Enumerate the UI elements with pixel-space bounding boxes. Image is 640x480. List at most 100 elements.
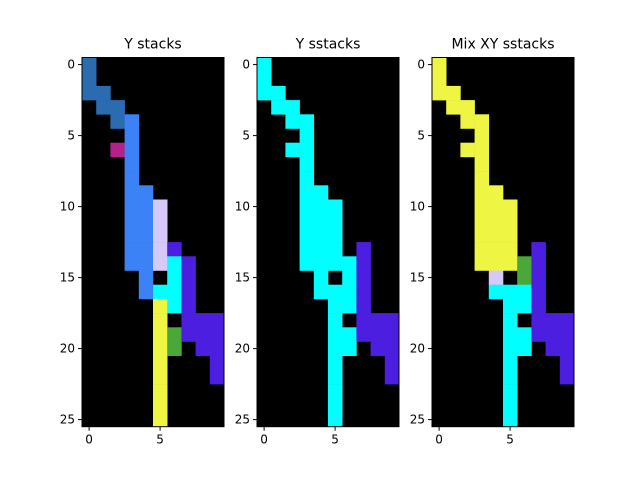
heatmap-cell bbox=[124, 185, 140, 200]
heatmap-cell bbox=[153, 213, 168, 229]
heatmap-cell bbox=[432, 85, 447, 101]
heatmap-cell bbox=[153, 355, 168, 371]
heatmap-cell bbox=[124, 171, 140, 186]
heatmap-cell bbox=[517, 284, 532, 300]
heatmap-cell bbox=[531, 298, 546, 314]
heatmap-cell bbox=[503, 384, 518, 399]
heatmap-cell bbox=[124, 142, 140, 158]
heatmap-cell bbox=[460, 142, 475, 158]
heatmap-cell bbox=[138, 213, 154, 229]
heatmap-cell bbox=[110, 100, 125, 115]
heatmap-cell bbox=[356, 327, 371, 342]
heatmap-cell bbox=[503, 327, 518, 342]
heatmap-cell bbox=[503, 242, 518, 257]
heatmap-cell bbox=[517, 298, 532, 314]
heatmap-cell bbox=[503, 284, 518, 300]
heatmap-cell bbox=[313, 284, 329, 300]
y-tick-label: 20 bbox=[60, 342, 75, 356]
y-tick-label: 5 bbox=[417, 129, 425, 143]
heatmap-cell bbox=[153, 412, 168, 427]
heatmap-cell bbox=[285, 100, 300, 115]
heatmap-cell bbox=[82, 71, 97, 87]
heatmap-cell bbox=[82, 85, 97, 101]
heatmap-cell bbox=[531, 313, 546, 328]
panel-3: Mix XY sstacks 0 5 0 5 10 15 20 25 bbox=[410, 37, 575, 447]
heatmap-cell bbox=[531, 242, 546, 257]
heatmap-cell bbox=[559, 369, 575, 385]
y-tick-label: 0 bbox=[67, 58, 75, 72]
heatmap-cell bbox=[153, 313, 168, 328]
heatmap-cell bbox=[328, 256, 343, 271]
y-tick-label: 0 bbox=[242, 58, 250, 72]
heatmap-cell bbox=[474, 199, 490, 214]
heatmap-cell bbox=[257, 71, 272, 87]
heatmap-cell bbox=[138, 284, 154, 300]
heatmap-cell bbox=[503, 298, 518, 314]
x-tick-label: 0 bbox=[435, 433, 443, 447]
heatmap-cell bbox=[209, 341, 225, 356]
y-tick-label: 0 bbox=[417, 58, 425, 72]
heatmap-cell bbox=[124, 256, 140, 271]
x-tick-label: 5 bbox=[506, 433, 514, 447]
heatmap-cell bbox=[299, 171, 315, 186]
heatmap-cell bbox=[124, 128, 140, 143]
heatmap-cell bbox=[313, 227, 329, 243]
heatmap-cell bbox=[313, 185, 329, 200]
heatmap-cell bbox=[124, 114, 140, 129]
heatmap-cell bbox=[299, 185, 315, 200]
heatmap-cell bbox=[138, 270, 154, 285]
heatmap-cell bbox=[313, 213, 329, 229]
heatmap-cell bbox=[138, 185, 154, 200]
heatmap-cell bbox=[328, 242, 343, 257]
heatmap-cell bbox=[328, 412, 343, 427]
heatmap-cell bbox=[153, 199, 168, 214]
heatmap-cell bbox=[384, 341, 400, 356]
heatmap-cell bbox=[328, 313, 343, 328]
y-tick-label: 10 bbox=[235, 200, 250, 214]
panel-title: Y sstacks bbox=[295, 37, 361, 53]
heatmap-cell bbox=[153, 284, 168, 300]
heatmap-cell bbox=[432, 57, 447, 72]
heatmap-cell bbox=[474, 142, 490, 158]
heatmap-cell bbox=[82, 57, 97, 72]
heatmap-cell bbox=[313, 256, 329, 271]
heatmap-cell bbox=[181, 298, 196, 314]
heatmap-cell bbox=[124, 156, 140, 172]
heatmap-cell bbox=[517, 327, 532, 342]
heatmap-cell bbox=[328, 298, 343, 314]
heatmap-cell bbox=[328, 355, 343, 371]
heatmap-cell bbox=[328, 199, 343, 214]
heatmap-cell bbox=[153, 341, 168, 356]
panel-frame bbox=[256, 57, 400, 428]
heatmap-cell bbox=[446, 85, 461, 101]
panel-1: Y stacks 0 5 0 5 10 15 20 25 bbox=[60, 37, 225, 447]
heatmap-cell bbox=[474, 185, 490, 200]
heatmap-cell bbox=[299, 242, 315, 257]
heatmap-cell bbox=[138, 242, 154, 257]
heatmap-cell bbox=[545, 327, 561, 342]
heatmap-cell bbox=[299, 156, 315, 172]
heatmap-cell bbox=[474, 242, 490, 257]
heatmap-cell bbox=[153, 369, 168, 385]
panel-frame bbox=[81, 57, 225, 428]
heatmap-cell bbox=[153, 384, 168, 399]
y-tick-label: 10 bbox=[410, 200, 425, 214]
heatmap-cell bbox=[474, 256, 490, 271]
heatmap-cell bbox=[488, 284, 504, 300]
heatmap-cell bbox=[356, 298, 371, 314]
heatmap-cell bbox=[474, 171, 490, 186]
heatmap-cell bbox=[488, 213, 504, 229]
heatmap-cell bbox=[531, 284, 546, 300]
heatmap-cell bbox=[181, 270, 196, 285]
heatmap-cell bbox=[138, 199, 154, 214]
heatmap-cell bbox=[370, 341, 386, 356]
heatmap-cell bbox=[503, 313, 518, 328]
heatmap-cell bbox=[167, 298, 182, 314]
heatmap-cell bbox=[460, 114, 475, 129]
heatmap-cell bbox=[181, 327, 196, 342]
y-tick-label: 20 bbox=[410, 342, 425, 356]
heatmap-cell bbox=[531, 270, 546, 285]
heatmap-cell bbox=[370, 327, 386, 342]
heatmap-cell bbox=[153, 227, 168, 243]
x-tick-label: 0 bbox=[260, 433, 268, 447]
